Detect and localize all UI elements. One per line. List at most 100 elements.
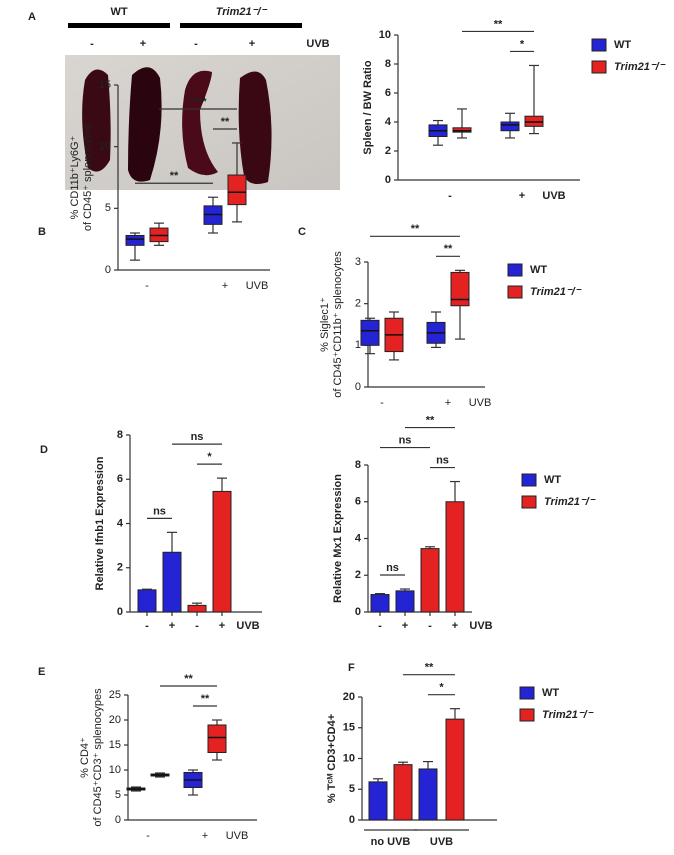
x-tick-label: - [378,620,382,632]
x-tick-label: - [380,397,384,409]
treatment-label: + [140,38,146,50]
x-tick-label: + [519,190,525,202]
y-axis-label: of CD45⁺CD3⁺ splenocypes [92,688,104,827]
y-tick-label: 6 [117,473,123,485]
significance-label: ns [191,431,204,443]
x-tick-label: - [428,620,432,632]
y-tick-label: 4 [117,517,124,529]
panel-letter: F [348,662,355,674]
y-tick-label: 5 [105,202,111,214]
y-tick-label: 5 [349,783,355,795]
legend-swatch [519,686,535,700]
spleen [128,67,162,182]
significance-label: ns [386,562,399,574]
y-tick-label: 4 [355,532,362,544]
chart: E 0 5 10 15 20 25 % CD4⁺ of CD45⁺CD3⁺ splenocype… [38,666,257,842]
significance-label: ** [444,243,453,255]
y-tick-label: 2 [117,562,123,574]
y-tick-label: 15 [109,739,121,751]
x-tick-label: - [195,620,199,632]
treatment-label: - [90,38,94,50]
significance-label: ** [425,662,434,674]
x-axis-label: UVB [226,830,249,842]
y-tick-label: 15 [343,722,355,734]
bar [368,781,388,821]
bar [418,768,438,821]
spleen [238,71,272,184]
y-tick-label: 6 [385,87,391,99]
chart: D 0 2 4 6 8 Relative Ifnb1 Expression - + - + UVB ns… [40,429,262,632]
y-tick-label: 10 [109,764,121,776]
y-tick-label: 3 [355,256,361,268]
x-axis-label: UVB [236,620,259,632]
y-tick-label: 6 [355,496,361,508]
treatment-label: + [249,38,255,50]
group-label: Trim21⁻/⁻ [216,6,268,18]
group-label: no UVB [371,836,411,848]
x-axis-label: UVB [542,190,565,202]
panel-letter: D [40,444,48,456]
legend-swatch [591,38,607,52]
bar [445,718,465,821]
x-tick-label: - [448,190,452,202]
x-tick-label: - [145,620,149,632]
y-tick-label: 0 [355,606,361,618]
y-axis-label: Spleen / BW Ratio [362,60,374,154]
box [450,271,470,307]
legend-swatch [519,708,535,722]
significance-label: ns [436,454,449,466]
box [227,174,247,206]
y-tick-label: 2 [385,145,391,157]
x-axis-label: UVB [246,280,269,292]
y-tick-label: 25 [109,689,121,701]
significance-label: * [439,682,444,694]
y-axis-label: of CD45⁺CD11b⁺ splenocytes [332,251,344,398]
x-axis-label: UVB [469,397,492,409]
significance-label: ** [221,116,230,128]
y-tick-label: 0 [117,606,123,618]
y-tick-label: 2 [355,298,361,310]
y-axis-label: % CD11b⁺Ly6G⁺ [69,135,81,219]
chart: 0 2 4 6 8 Relative Mx1 Expression - + - + UVB ns ns n… [332,414,596,631]
y-axis-label: % CD4⁺ [79,737,91,778]
legend-label: Trim21⁻/⁻ [544,496,596,508]
legend-label: WT [530,264,547,276]
x-tick-label: + [169,620,175,632]
y-tick-label: 1 [355,339,361,351]
panel-letter: E [38,666,45,678]
legend-swatch [591,60,607,74]
y-tick-label: 10 [379,29,391,41]
group-label: UVB [430,836,453,848]
bar [187,604,207,613]
y-axis-label: % Tᶜᴹ CD3+CD4+ [326,714,338,803]
legend-label: WT [542,687,559,699]
y-tick-label: 8 [355,459,361,471]
group-label: WT [110,6,127,18]
legend-swatch [521,473,537,487]
y-tick-label: 4 [385,116,392,128]
y-tick-label: 20 [109,714,121,726]
group-bar [68,23,170,28]
legend-label: WT [614,39,631,51]
bar [445,501,465,613]
x-tick-label: + [202,830,208,842]
treatment-label: - [194,38,198,50]
y-axis-label: of CD45⁺ splenocytes [82,123,94,231]
x-tick-label: + [402,620,408,632]
bar [420,548,440,613]
significance-label: ns [399,434,412,446]
y-tick-label: 0 [105,264,111,276]
panel-letter: A [28,11,36,23]
x-tick-label: + [452,620,458,632]
y-tick-label: 8 [117,429,123,441]
legend-label: Trim21⁻/⁻ [530,286,582,298]
box [360,319,380,346]
x-axis-label: UVB [469,620,492,632]
y-tick-label: 10 [343,752,355,764]
y-tick-label: 0 [115,814,121,826]
panel-letter: C [298,226,306,238]
significance-label: ** [170,170,179,182]
